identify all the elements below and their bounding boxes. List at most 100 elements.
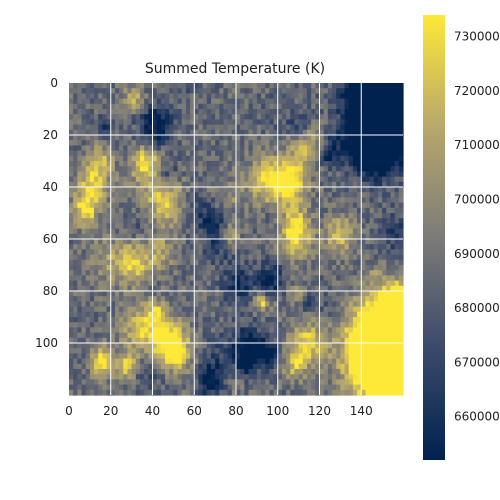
heatmap-cell bbox=[89, 98, 95, 105]
heatmap-cell bbox=[152, 187, 158, 193]
heatmap-cell bbox=[277, 119, 283, 126]
heatmap-cell bbox=[240, 114, 245, 120]
heatmap-cell bbox=[194, 197, 200, 204]
heatmap-cell bbox=[315, 259, 321, 266]
heatmap-cell bbox=[85, 374, 91, 380]
heatmap-cell bbox=[223, 358, 229, 365]
heatmap-cell bbox=[365, 181, 371, 188]
heatmap-cell bbox=[227, 301, 233, 308]
heatmap-cell bbox=[373, 187, 379, 193]
heatmap-cell bbox=[244, 270, 250, 276]
heatmap-cell bbox=[361, 140, 367, 146]
heatmap-cell bbox=[298, 166, 304, 172]
heatmap-cell bbox=[185, 202, 191, 209]
heatmap-cell bbox=[73, 306, 78, 313]
heatmap-cell bbox=[382, 171, 387, 178]
heatmap-cell bbox=[256, 124, 262, 131]
heatmap-cell bbox=[336, 384, 341, 391]
heatmap-cell bbox=[110, 155, 116, 162]
heatmap-cell bbox=[273, 218, 279, 224]
heatmap-cell bbox=[231, 239, 237, 245]
heatmap-cell bbox=[114, 327, 120, 334]
heatmap-cell bbox=[202, 145, 208, 152]
heatmap-cell bbox=[236, 202, 241, 209]
heatmap-cell bbox=[215, 171, 220, 178]
heatmap-cell bbox=[98, 249, 103, 256]
heatmap-cell bbox=[114, 233, 120, 240]
heatmap-cell bbox=[365, 327, 371, 334]
heatmap-cell bbox=[198, 301, 204, 308]
heatmap-cell bbox=[352, 161, 358, 167]
heatmap-cell bbox=[244, 280, 250, 287]
heatmap-cell bbox=[194, 135, 200, 141]
heatmap-cell bbox=[373, 374, 379, 380]
heatmap-cell bbox=[344, 213, 350, 219]
heatmap-cell bbox=[302, 358, 308, 365]
heatmap-cell bbox=[219, 218, 225, 224]
heatmap-cell bbox=[198, 296, 204, 302]
heatmap-cell bbox=[114, 114, 120, 120]
heatmap-cell bbox=[106, 254, 112, 261]
heatmap-cell bbox=[398, 369, 404, 375]
heatmap-cell bbox=[252, 145, 258, 152]
heatmap-cell bbox=[190, 306, 195, 313]
heatmap-cell bbox=[394, 343, 400, 349]
heatmap-cell bbox=[160, 140, 166, 146]
heatmap-cell bbox=[144, 213, 149, 219]
heatmap-cell bbox=[386, 322, 392, 328]
heatmap-cell bbox=[69, 296, 74, 302]
heatmap-cell bbox=[290, 301, 296, 308]
heatmap-cell bbox=[344, 135, 350, 141]
heatmap-cell bbox=[248, 337, 254, 344]
heatmap-cell bbox=[110, 353, 116, 360]
heatmap-cell bbox=[244, 140, 250, 146]
heatmap-cell bbox=[227, 124, 233, 131]
heatmap-cell bbox=[306, 389, 312, 396]
heatmap-cell bbox=[352, 348, 358, 354]
heatmap-cell bbox=[223, 254, 229, 261]
heatmap-cell bbox=[319, 155, 325, 162]
heatmap-cell bbox=[382, 129, 387, 136]
heatmap-cell bbox=[148, 202, 154, 209]
heatmap-cell bbox=[369, 379, 375, 386]
heatmap-cell bbox=[135, 119, 141, 126]
heatmap-cell bbox=[190, 192, 195, 198]
heatmap-cell bbox=[127, 218, 133, 224]
heatmap-cell bbox=[302, 103, 308, 110]
heatmap-cell bbox=[319, 363, 325, 370]
heatmap-cell bbox=[198, 265, 204, 271]
heatmap-cell bbox=[223, 337, 229, 344]
heatmap-cell bbox=[202, 207, 208, 214]
heatmap-cell bbox=[273, 249, 279, 256]
heatmap-cell bbox=[298, 145, 304, 152]
heatmap-cell bbox=[336, 161, 341, 167]
heatmap-cell bbox=[139, 384, 145, 391]
heatmap-cell bbox=[390, 322, 396, 328]
heatmap-cell bbox=[323, 129, 329, 136]
heatmap-cell bbox=[281, 103, 287, 110]
heatmap-cell bbox=[336, 233, 341, 240]
heatmap-cell bbox=[190, 129, 195, 136]
heatmap-cell bbox=[281, 363, 287, 370]
heatmap-cell bbox=[361, 337, 367, 344]
heatmap-cell bbox=[94, 249, 99, 256]
heatmap-cell bbox=[281, 280, 287, 287]
heatmap-cell bbox=[206, 145, 212, 152]
heatmap-cell bbox=[119, 88, 124, 94]
heatmap-cell bbox=[156, 254, 162, 261]
heatmap-cell bbox=[77, 129, 83, 136]
heatmap-cell bbox=[119, 311, 124, 318]
heatmap-cell bbox=[269, 103, 275, 110]
heatmap-cell bbox=[123, 291, 129, 297]
heatmap-cell bbox=[240, 223, 245, 230]
heatmap-cell bbox=[135, 317, 141, 323]
heatmap-cell bbox=[256, 187, 262, 193]
heatmap-cell bbox=[306, 109, 312, 115]
heatmap-cell bbox=[156, 187, 162, 193]
heatmap-cell bbox=[110, 166, 116, 172]
heatmap-cell bbox=[277, 166, 283, 172]
heatmap-cell bbox=[231, 343, 237, 349]
heatmap-cell bbox=[365, 374, 371, 380]
heatmap-cell bbox=[373, 369, 379, 375]
heatmap-cell bbox=[352, 140, 358, 146]
